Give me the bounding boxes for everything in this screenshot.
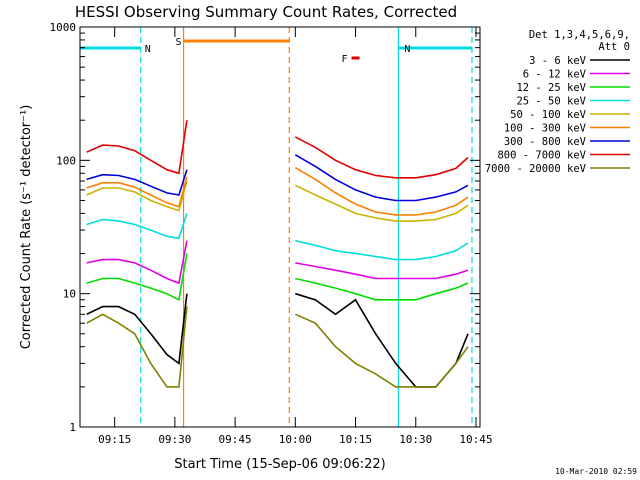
footer-timestamp: 10-Mar-2010 02:59 [555,467,637,476]
x-tick-label-1: 09:30 [158,433,191,446]
annotation-label-3: F [341,54,347,65]
series-line-4-part-1 [294,184,469,222]
series-line-3-part-1 [295,239,469,261]
series-line-4-part-0 [86,180,188,212]
x-tick-label-4: 10:15 [339,433,372,446]
legend-label-8: 7000 - 20000 keV [485,163,587,175]
series-line-2-part-0 [86,253,188,302]
annotation-label-2: S [176,37,182,48]
x-tick-label-3: 10:00 [279,433,312,446]
y-tick-label-2: 100 [56,154,76,167]
legend-label-3: 25 - 50 keV [516,96,586,108]
x-axis-label: Start Time (15-Sep-06 09:06:22) [174,457,385,472]
series-line-8-part-1 [294,313,469,388]
y-axis-label: Corrected Count Rate (s⁻¹ detector⁻¹) [19,105,34,350]
y-tick-label-1: 10 [63,288,76,301]
annotation-label-1: N [404,44,410,55]
legend-label-2: 12 - 25 keV [516,82,586,94]
series-line-5-part-1 [294,167,469,216]
series-line-0-part-0 [86,293,188,365]
annotation-label-0: N [145,44,151,55]
chart-title: HESSI Observing Summary Count Rates, Cor… [75,3,457,21]
series-line-5-part-0 [86,176,188,208]
series-line-1-part-1 [295,262,469,280]
legend-label-1: 6 - 12 keV [523,69,587,81]
legend-header-line2: Att 0 [598,41,630,53]
series-lines [86,120,469,388]
series-line-8-part-0 [86,306,188,388]
axes: 09:15 09:30 09:45 10:00 10:15 10:30 10:45 1 10 10… [50,21,493,446]
legend-label-6: 300 - 800 keV [504,136,587,148]
legend: Det 1,3,4,5,6,9, Att 0 3 - 6 keV 6 - 12 k… [485,29,630,175]
series-line-2-part-1 [295,277,469,301]
plot-frame [79,26,481,428]
legend-label-4: 50 - 100 keV [510,109,587,121]
series-line-3-part-0 [86,213,188,240]
x-tick-label-5: 10:30 [399,433,432,446]
y-tick-label-3: 1000 [50,21,77,34]
series-line-6-part-0 [86,169,188,196]
legend-header-line1: Det 1,3,4,5,6,9, [529,29,630,41]
series-line-1-part-0 [86,240,188,285]
series-line-7-part-1 [294,136,469,179]
legend-label-5: 100 - 300 keV [504,123,587,135]
y-tick-label-0: 1 [69,421,76,434]
series-line-6-part-1 [294,154,469,202]
legend-label-0: 3 - 6 keV [529,55,587,67]
legend-label-7: 800 - 7000 keV [497,150,586,162]
x-tick-label-2: 09:45 [219,433,252,446]
x-tick-label-6: 10:45 [459,433,492,446]
x-tick-label-0: 09:15 [98,433,131,446]
series-line-7-part-0 [86,120,188,175]
